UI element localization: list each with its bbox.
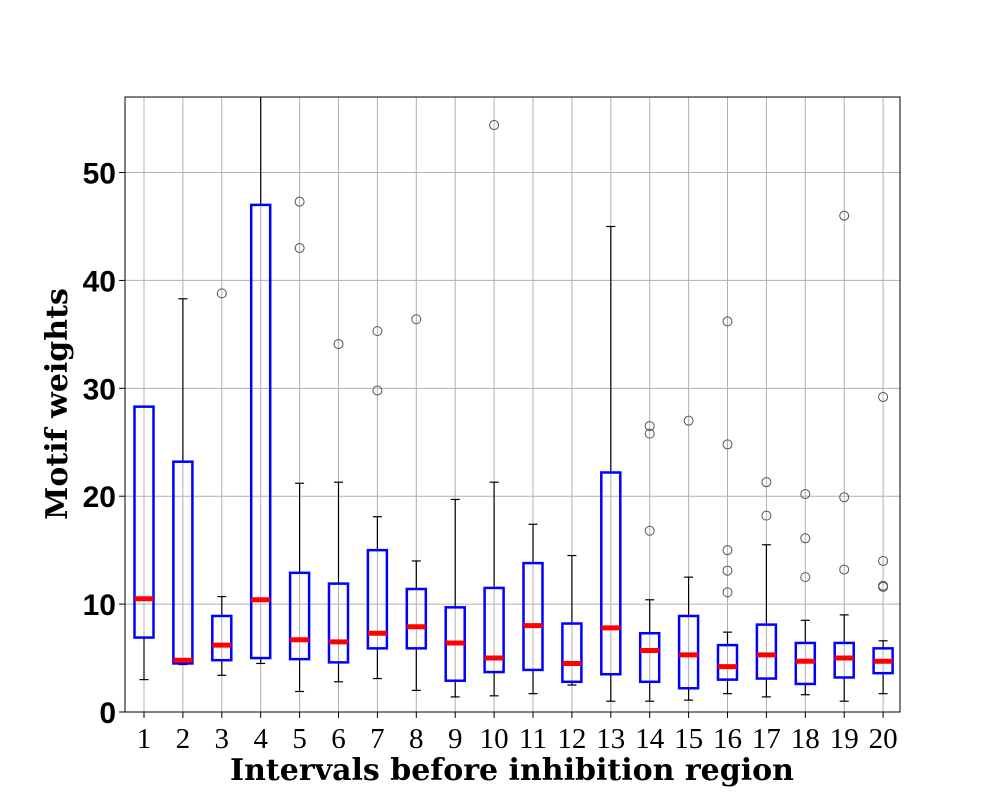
outlier-point <box>372 385 383 396</box>
outlier-point <box>722 545 733 556</box>
outlier-point <box>878 391 889 402</box>
outlier-point <box>878 555 889 566</box>
y-axis-ticks: 0 10 20 30 40 50 <box>83 158 125 730</box>
box-group-2 <box>172 298 194 666</box>
box-group-7 <box>366 326 389 680</box>
y-tick-label: 50 <box>83 158 116 191</box>
outlier-point <box>839 564 850 575</box>
box-group-16 <box>716 316 739 695</box>
outlier-point <box>839 210 850 221</box>
y-axis-label: Motif weights <box>40 288 75 520</box>
box-group-10 <box>483 120 505 697</box>
box-group-4 <box>249 97 272 665</box>
box-iqr <box>133 405 155 639</box>
x-tick-label: 19 <box>830 723 859 755</box>
x-tick-label: 7 <box>370 723 385 755</box>
x-tick-label: 9 <box>448 723 463 755</box>
outlier-point <box>489 120 500 131</box>
box-iqr <box>288 571 311 661</box>
box-group-15 <box>677 415 700 701</box>
box-group-12 <box>561 554 583 686</box>
outlier-point <box>216 288 227 299</box>
box-group-11 <box>522 523 544 695</box>
x-tick-label: 20 <box>869 723 898 755</box>
x-tick-label: 13 <box>596 723 625 755</box>
box-iqr <box>755 623 778 680</box>
x-axis-ticks: 1 2 3 4 5 6 7 8 9 10 11 12 13 14 15 16 17 18 19 20 <box>137 712 898 755</box>
x-axis-label: Intervals before inhibition region <box>230 753 794 788</box>
box-group-9 <box>444 498 466 698</box>
outlier-point <box>800 572 811 583</box>
box-group-14 <box>638 421 661 702</box>
box-iqr <box>522 561 544 672</box>
x-tick-label: 6 <box>331 723 346 755</box>
x-tick-label: 4 <box>253 723 268 755</box>
box-group-20 <box>872 391 894 695</box>
x-tick-label: 11 <box>519 723 547 755</box>
axes-frame <box>124 96 901 713</box>
y-tick-label: 10 <box>83 589 116 622</box>
outlier-point <box>800 489 811 500</box>
box-iqr <box>600 471 622 676</box>
outlier-point <box>644 525 655 536</box>
box-group-18 <box>794 489 817 696</box>
outlier-point <box>722 565 733 576</box>
box-iqr <box>561 622 583 684</box>
outlier-point <box>683 415 694 426</box>
box-group-13 <box>600 225 622 702</box>
x-tick-label: 12 <box>557 723 586 755</box>
box-iqr <box>405 587 428 650</box>
outlier-point <box>722 439 733 450</box>
box-group-6 <box>327 339 350 683</box>
x-tick-label: 2 <box>176 723 191 755</box>
outlier-point <box>761 477 772 488</box>
x-tick-label: 14 <box>635 723 665 755</box>
outlier-point <box>411 314 422 325</box>
outlier-point <box>333 339 344 350</box>
box-iqr <box>327 582 350 664</box>
x-tick-label: 8 <box>409 723 424 755</box>
outlier-point <box>644 421 655 432</box>
x-tick-label: 1 <box>137 723 152 755</box>
x-tick-label: 10 <box>480 723 509 755</box>
box-iqr <box>483 586 505 674</box>
y-tick-label: 20 <box>83 481 116 514</box>
x-tick-label: 5 <box>292 723 307 755</box>
y-tick-label: 0 <box>99 697 116 730</box>
box-iqr <box>249 203 272 660</box>
y-tick-label: 40 <box>83 265 116 298</box>
outlier-point <box>800 533 811 544</box>
box-iqr <box>638 631 661 684</box>
x-tick-label: 17 <box>752 723 781 755</box>
plot-area <box>133 97 894 702</box>
outlier-point <box>761 510 772 521</box>
outlier-point <box>722 587 733 598</box>
box-iqr <box>716 643 739 681</box>
x-tick-label: 16 <box>713 723 742 755</box>
x-tick-label: 15 <box>674 723 703 755</box>
box-group-17 <box>755 477 778 698</box>
x-tick-label: 3 <box>215 723 230 755</box>
box-group-19 <box>833 210 855 702</box>
outlier-point <box>878 580 889 591</box>
box-group-8 <box>405 314 428 692</box>
outlier-point <box>294 243 305 254</box>
x-tick-label: 18 <box>791 723 820 755</box>
outlier-point <box>644 428 655 439</box>
box-iqr <box>677 614 700 690</box>
y-tick-label: 30 <box>83 373 116 406</box>
outlier-point <box>722 316 733 327</box>
outlier-point <box>839 492 850 503</box>
box-iqr <box>172 460 194 665</box>
box-group-5 <box>288 196 311 693</box>
grid-lines <box>125 97 900 713</box>
outlier-point <box>294 196 305 207</box>
outlier-point <box>372 326 383 337</box>
box-iqr <box>366 548 389 650</box>
box-group-3 <box>211 288 233 676</box>
box-group-1 <box>133 405 155 681</box>
box-iqr <box>211 614 233 662</box>
